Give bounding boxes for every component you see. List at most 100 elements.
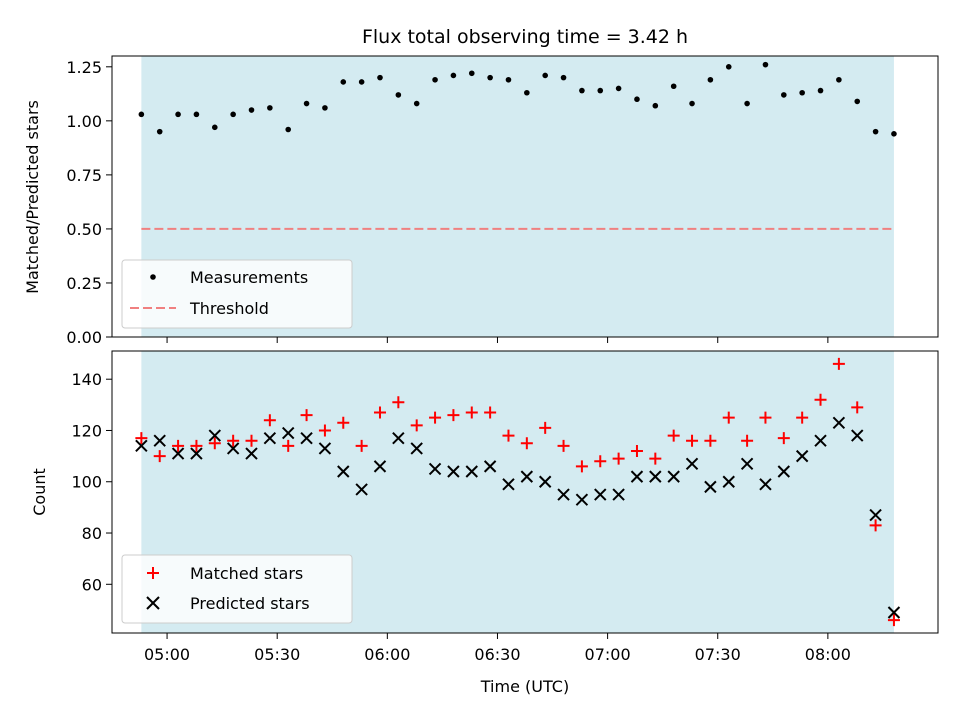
measurement-point (579, 87, 585, 94)
x-tick-label: 05:00 (144, 645, 190, 664)
matched-star-point (373, 406, 386, 419)
x-tick-label: 07:00 (585, 645, 631, 664)
chart-title: Flux total observing time = 3.42 h (362, 26, 688, 48)
measurement-point (744, 100, 750, 107)
matched-star-point (796, 411, 809, 424)
measurement-point (524, 89, 530, 96)
matched-star-point (722, 411, 735, 424)
matched-star-point (429, 411, 442, 424)
matched-star-point (318, 424, 331, 437)
y-tick-label: 1.25 (66, 58, 102, 77)
predicted-star-point (612, 488, 625, 501)
x-tick-label: 05:30 (254, 645, 300, 664)
predicted-star-point (337, 465, 350, 478)
matched-star-point (263, 414, 276, 427)
matched-star-point (539, 421, 552, 434)
matched-star-point (704, 434, 717, 447)
predicted-star-point (135, 439, 148, 453)
measurement-point (799, 89, 805, 96)
legend-measurements-marker (150, 274, 156, 280)
measurement-point (413, 100, 420, 107)
predicted-star-point (502, 478, 515, 491)
matched-star-point (575, 460, 588, 473)
measurement-point (175, 111, 181, 118)
measurement-point (340, 79, 347, 85)
bottom-legend-box (121, 554, 353, 624)
predicted-star-point (869, 508, 882, 522)
x-tick-label: 07:30 (695, 645, 741, 664)
measurement-point (836, 76, 842, 83)
predicted-star-point (263, 431, 277, 445)
matched-star-point (814, 393, 827, 406)
predicted-star-point (318, 442, 332, 455)
legend-matched-label: Matched stars (190, 564, 303, 583)
matched-star-point (447, 409, 460, 422)
bottom-panel: 60 80 100 120 140 05:00 05:30 06:00 06:30 07:00 0… (30, 350, 939, 696)
predicted-star-point (245, 447, 258, 460)
measurement-point (487, 74, 493, 81)
measurement-point (872, 128, 879, 135)
measurement-point (303, 100, 310, 107)
matched-star-point (484, 406, 497, 419)
predicted-star-point (300, 431, 313, 445)
top-plot-frame (111, 55, 939, 338)
matched-star-point (135, 432, 148, 445)
top-legend-box (121, 259, 353, 329)
measurement-point (542, 72, 548, 79)
matched-star-point (777, 432, 790, 445)
predicted-star-point (630, 470, 644, 483)
predicted-star-point (483, 460, 497, 473)
measurement-point (450, 72, 457, 79)
measurement-point (891, 131, 897, 137)
matched-star-point (520, 437, 533, 450)
y-tick-label: 100 (71, 473, 102, 492)
matched-star-point (630, 444, 643, 457)
measurement-point (358, 79, 365, 85)
predicted-star-point (722, 475, 735, 488)
measurement-point (615, 85, 622, 92)
measurement-point (781, 92, 787, 98)
predicted-star-point (685, 457, 699, 471)
legend-predicted-label: Predicted stars (190, 594, 310, 613)
legend-measurements-label: Measurements (190, 268, 308, 287)
predicted-star-point (520, 470, 534, 483)
predicted-star-point (759, 478, 772, 491)
y-tick-label: 80 (82, 524, 102, 543)
matched-star-point (741, 434, 754, 447)
measurement-point (322, 105, 328, 111)
y-tick-label: 120 (71, 421, 102, 440)
y-tick-label: 0.25 (66, 274, 102, 293)
predicted-star-point (208, 429, 221, 442)
measurement-point (432, 76, 438, 83)
measurement-point (468, 70, 475, 77)
predicted-star-point (832, 416, 846, 429)
measurement-point (707, 76, 714, 83)
measurement-point (156, 128, 163, 135)
measurement-point (248, 107, 255, 113)
matched-star-point (465, 406, 478, 419)
predicted-star-point (428, 462, 442, 476)
matched-star-point (172, 439, 185, 452)
predicted-star-point (649, 470, 662, 483)
matched-star-point (612, 452, 625, 465)
matched-star-point (686, 434, 699, 447)
x-axis-label: Time (UTC) (480, 677, 569, 696)
predicted-star-point (851, 429, 864, 442)
matched-star-point (153, 450, 166, 463)
predicted-star-point (447, 465, 460, 478)
matched-star-point (759, 411, 772, 424)
measurement-point (725, 64, 732, 70)
measurement-point (762, 61, 769, 68)
matched-star-point (832, 357, 845, 370)
predicted-star-point (814, 434, 827, 447)
measurement-point (854, 98, 861, 105)
matched-star-point (667, 429, 680, 442)
top-legend: Measurements Threshold (121, 259, 353, 329)
matched-star-point (887, 614, 900, 627)
predicted-star-point (538, 475, 552, 488)
matched-star-point (869, 519, 882, 532)
measurement-point (285, 126, 292, 133)
matched-star-point (190, 439, 203, 452)
measurement-point (138, 111, 145, 118)
y-tick-label: 140 (71, 370, 102, 389)
